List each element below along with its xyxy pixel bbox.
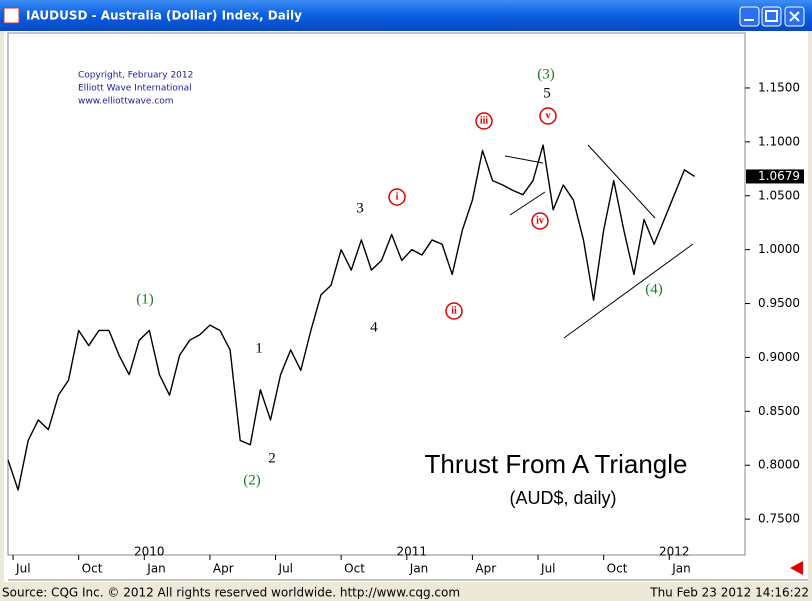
wave-circle bbox=[475, 112, 493, 130]
wave-label: (4) bbox=[645, 281, 663, 297]
x-tick-label: Oct bbox=[344, 562, 365, 576]
y-tick-label: 0.8000 bbox=[758, 458, 800, 472]
close-glyph bbox=[789, 11, 800, 22]
x-tick-label: Oct bbox=[82, 562, 103, 576]
y-tick-label: 1.1500 bbox=[758, 80, 800, 94]
year-label: 2012 bbox=[659, 545, 690, 559]
trendlines bbox=[504, 144, 694, 339]
x-tick-label: Jul bbox=[278, 562, 293, 576]
trendline bbox=[509, 191, 546, 216]
wave-circle bbox=[531, 212, 549, 230]
max-glyph bbox=[765, 10, 778, 22]
trendline bbox=[587, 144, 656, 219]
y-tick-label: 0.8500 bbox=[758, 404, 800, 418]
status-bar bbox=[0, 583, 812, 601]
x-tick-label: Jan bbox=[671, 562, 691, 576]
wave-label: ii bbox=[451, 305, 457, 316]
status-source: Source: CQG Inc. © 2012 All rights reser… bbox=[2, 586, 460, 600]
last-price-box bbox=[746, 169, 804, 184]
status-time: Thu Feb 23 2012 14:16:22 bbox=[649, 586, 809, 600]
maximize-button[interactable] bbox=[761, 6, 782, 27]
wave-label: 5 bbox=[543, 85, 551, 101]
wave-label: 3 bbox=[356, 200, 364, 216]
wave-label: i bbox=[396, 191, 399, 202]
minimize-button[interactable] bbox=[739, 6, 760, 27]
trendline bbox=[563, 243, 694, 339]
x-tick-label: Jul bbox=[540, 562, 555, 576]
scroll-arrow[interactable] bbox=[790, 561, 803, 575]
price-line bbox=[7, 144, 695, 491]
min-glyph bbox=[744, 19, 754, 21]
wave-label: 1 bbox=[255, 340, 263, 356]
x-tick-label: Apr bbox=[213, 562, 234, 576]
wave-circle bbox=[539, 107, 557, 125]
wave-label: iii bbox=[480, 115, 489, 126]
wave-label: 2 bbox=[268, 450, 276, 466]
wave-label: iv bbox=[536, 215, 544, 226]
chart-title: Thrust From A Triangle bbox=[425, 449, 688, 479]
year-label: 2011 bbox=[397, 545, 428, 559]
x-tick-label: Apr bbox=[475, 562, 496, 576]
wave-label: (1) bbox=[136, 291, 154, 307]
trendline bbox=[504, 155, 544, 164]
copyright: Copyright, February 2012 bbox=[78, 71, 193, 81]
wave-label: (2) bbox=[243, 472, 261, 488]
title-bar bbox=[0, 0, 812, 31]
y-tick-label: 0.9500 bbox=[758, 296, 800, 310]
y-tick-label: 0.7500 bbox=[758, 512, 800, 526]
x-tick-label: Jul bbox=[15, 562, 30, 576]
x-tick-label: Oct bbox=[607, 562, 628, 576]
wave-label: v bbox=[546, 110, 551, 121]
app-icon bbox=[3, 7, 20, 24]
year-label: 2010 bbox=[134, 545, 165, 559]
window-title: IAUDUSD - Australia (Dollar) Index, Dail… bbox=[26, 9, 302, 23]
wave-circle bbox=[445, 302, 463, 320]
x-tick-label: Jan bbox=[146, 562, 166, 576]
wave-label: 4 bbox=[370, 319, 378, 335]
last-price-label: 1.0679 bbox=[758, 169, 800, 183]
y-tick-label: 0.9000 bbox=[758, 350, 800, 364]
chart-subtitle: (AUD$, daily) bbox=[509, 488, 616, 508]
wave-label: (3) bbox=[537, 66, 555, 82]
x-tick-label: Jan bbox=[409, 562, 429, 576]
wave-circle bbox=[388, 188, 406, 206]
plot-frame bbox=[7, 32, 746, 556]
y-tick-label: 1.0000 bbox=[758, 242, 800, 256]
y-tick-label: 1.1000 bbox=[758, 134, 800, 148]
y-tick-label: 1.0500 bbox=[758, 188, 800, 202]
copyright: Elliott Wave International bbox=[78, 84, 192, 94]
copyright: www.elliottwave.com bbox=[78, 97, 174, 107]
